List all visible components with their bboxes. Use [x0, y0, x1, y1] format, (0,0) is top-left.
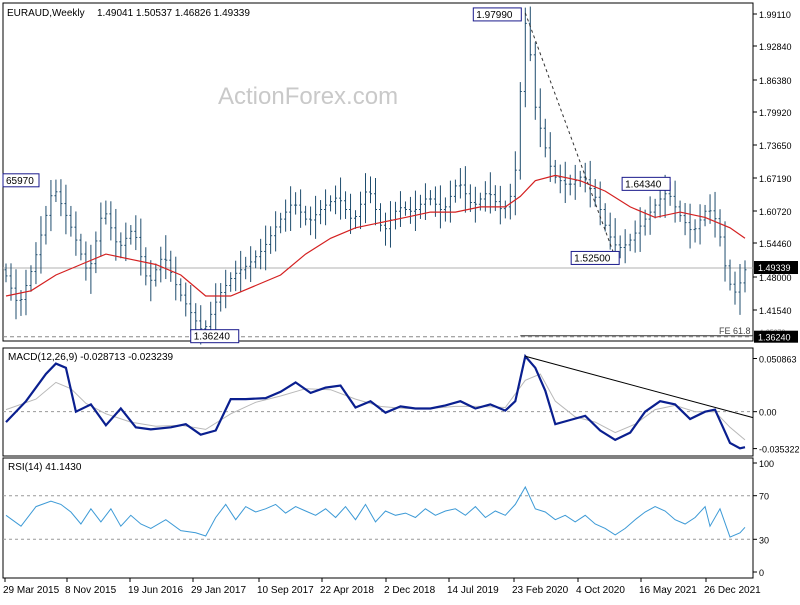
- high-to-low-trend: [524, 12, 616, 258]
- price-y-tick-label: 1.79920: [759, 108, 792, 118]
- price-y-tick-label: 1.86380: [759, 76, 792, 86]
- annotation-box: [570, 250, 620, 265]
- x-tick-label: 26 Dec 2021: [704, 585, 761, 596]
- annotation-box: [190, 329, 240, 344]
- annotation-label: 1.52500: [574, 253, 611, 264]
- x-tick-label: 22 Apr 2018: [320, 585, 374, 596]
- moving-average-line: [5, 174, 746, 297]
- price-y-tick-label: 1.54460: [759, 239, 792, 249]
- x-tick-label: 14 Jul 2019: [447, 585, 499, 596]
- price-series: 1.97990 1.64340 1.52500 1.36240 65970 FE 61.8: [2, 6, 753, 345]
- fib-text: FE 61.8: [719, 326, 751, 336]
- rsi-y-tick-label: 70: [759, 492, 769, 502]
- ohlc-values: 1.49041 1.50537 1.46826 1.49339: [97, 8, 250, 19]
- rsi-title: RSI(14) 41.1430: [8, 462, 82, 473]
- macd-panel: [2, 347, 754, 457]
- fib-level-tag: [754, 330, 798, 343]
- annotation-label: 65970: [6, 176, 34, 187]
- x-tick-label: 4 Oct 2020: [576, 585, 625, 596]
- price-y-tick-label: 1.73650: [759, 141, 792, 151]
- x-tick-label: 2 Dec 2018: [384, 585, 436, 596]
- macd-main-line: [5, 353, 746, 450]
- macd-trendline: [525, 355, 754, 419]
- annotation-label: 1.36240: [194, 332, 231, 343]
- macd-series: [3, 353, 754, 450]
- x-tick-label: 16 May 2021: [639, 585, 697, 596]
- rsi-y-tick-label: 100: [759, 459, 774, 469]
- macd-y-tick-label: 0.050863: [759, 355, 797, 365]
- macd-title: MACD(12,26,9) -0.028713 -0.023239: [8, 352, 174, 363]
- macd-y-tick-label: -0.035322: [759, 445, 800, 455]
- rsi-panel: [2, 457, 754, 579]
- current-price-tag: [754, 261, 798, 275]
- macd-signal-line: [5, 373, 746, 441]
- x-tick-label: 29 Jan 2017: [191, 585, 246, 596]
- x-tick-label: 23 Feb 2020: [512, 585, 569, 596]
- price-y-tick-label: 1.41540: [759, 306, 792, 316]
- rsi-series: [3, 485, 753, 540]
- annotation-box: [2, 173, 40, 188]
- price-y-tick-label: 1.60720: [759, 207, 792, 217]
- current-price-tag-label: 1.49339: [758, 263, 791, 273]
- watermark: ActionForex.com: [218, 83, 398, 110]
- axes: 1.99110 1.92840 1.86380 1.79920 1.73650 1.671…: [3, 10, 800, 596]
- annotation-label: 1.97990: [476, 10, 513, 21]
- annotation-label: 1.64340: [625, 179, 662, 190]
- annotation-box: [472, 7, 522, 22]
- rsi-y-tick-label: 30: [759, 535, 769, 545]
- price-y-tick-label: 1.99110: [759, 10, 791, 20]
- macd-y-tick-label: 0.00: [759, 408, 777, 418]
- price-y-tick-label: 1.67190: [759, 174, 792, 184]
- x-tick-label: 29 Mar 2015: [3, 585, 60, 596]
- rsi-y-tick-label: 0: [759, 568, 764, 578]
- price-y-tick-label: 1.48000: [759, 273, 792, 283]
- x-tick-label: 19 Jun 2016: [128, 585, 183, 596]
- rsi-line: [5, 485, 746, 538]
- annotation-box: [621, 176, 671, 191]
- price-panel: [2, 2, 754, 342]
- price-y-tick-label: 1.92840: [759, 42, 792, 52]
- symbol-label: EURAUD,Weekly: [7, 8, 85, 19]
- fib-level-tag-label: 1.36240: [758, 333, 791, 343]
- x-tick-label: 8 Nov 2015: [65, 585, 117, 596]
- x-tick-label: 10 Sep 2017: [257, 585, 314, 596]
